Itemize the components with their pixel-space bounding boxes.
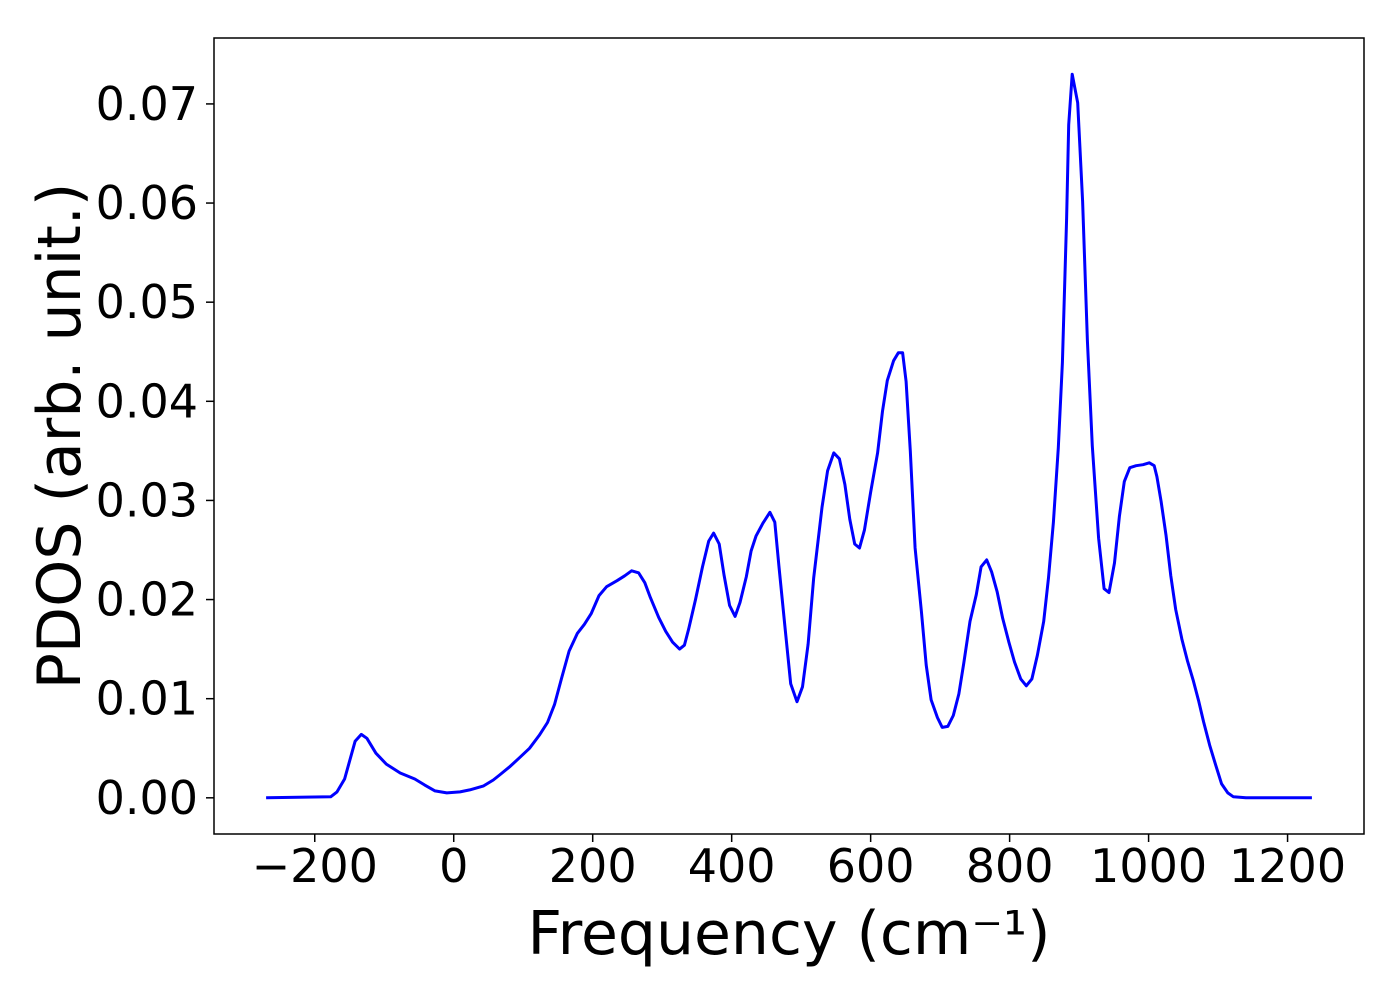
x-tick-label: 600	[827, 839, 915, 893]
x-axis-label: Frequency (cm⁻¹)	[527, 899, 1050, 969]
line-series	[266, 72, 1312, 800]
x-tick-label: 400	[688, 839, 776, 893]
y-axis-label: PDOS (arb. unit.)	[25, 183, 95, 690]
x-tick-label: 1000	[1090, 839, 1207, 893]
y-tick-label: 0.01	[96, 672, 198, 726]
x-tick-label: 0	[439, 839, 468, 893]
y-tick-label: 0.04	[96, 374, 198, 428]
x-tick-label: 800	[966, 839, 1054, 893]
y-tick-label: 0.02	[96, 573, 198, 627]
y-tick-label: 0.03	[96, 473, 198, 527]
x-tick-label: 1200	[1229, 839, 1346, 893]
y-tick-label: 0.07	[96, 77, 198, 131]
y-tick-label: 0.05	[96, 275, 198, 329]
x-tick-label: 200	[549, 839, 637, 893]
plot-frame	[213, 37, 1365, 835]
y-tick-label: 0.06	[96, 176, 198, 230]
y-tick-label: 0.00	[96, 771, 198, 825]
x-tick-label: −200	[252, 839, 378, 893]
